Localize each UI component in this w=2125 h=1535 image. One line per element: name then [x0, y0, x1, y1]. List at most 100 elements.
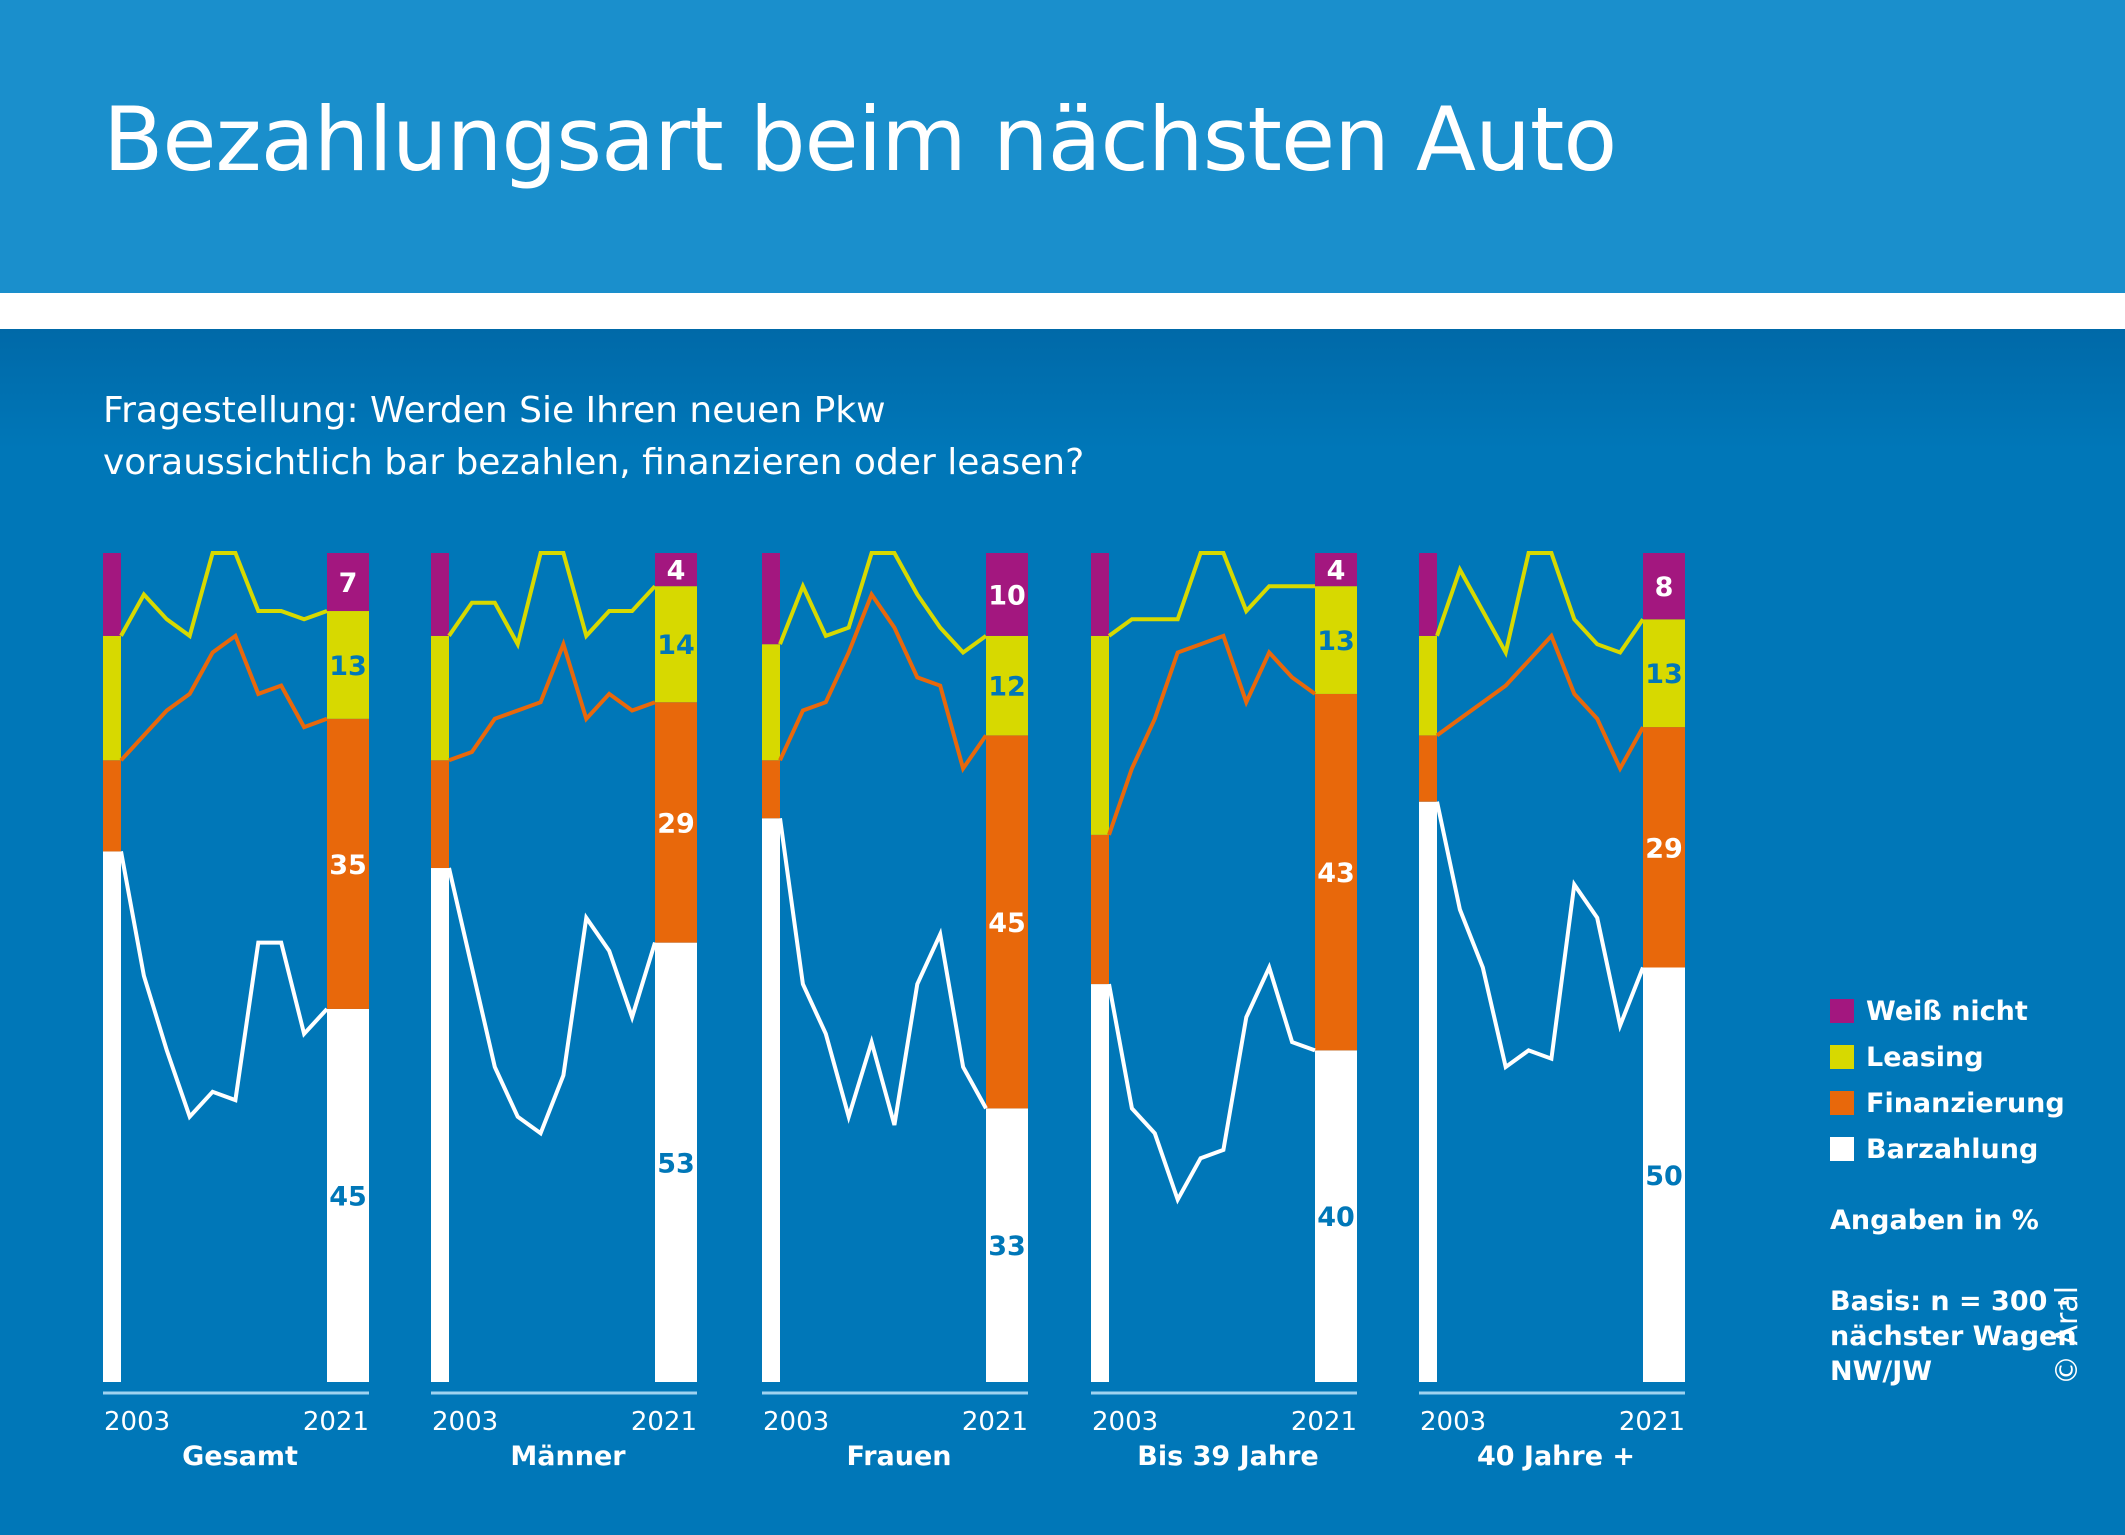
legend-swatch	[1830, 1137, 1854, 1161]
bar-2021-segment-leasing	[1315, 586, 1357, 694]
bar-2021-segment-weiss-nicht	[1643, 553, 1685, 620]
value-label-weiss-nicht: 7	[339, 568, 358, 599]
bar-2021-segment-barzahlung	[327, 1008, 369, 1382]
bar-2021-segment-barzahlung	[986, 1108, 1028, 1382]
bar-2003-segment-leasing	[1419, 635, 1437, 736]
divider-stripe	[0, 293, 2125, 329]
legend-label: Finanzierung	[1866, 1088, 2065, 1119]
bar-2021-segment-finanzierung	[655, 702, 697, 943]
basis-line-2: nächster Wagen	[1830, 1321, 2077, 1352]
bar-2021-segment-barzahlung	[655, 942, 697, 1382]
value-label-finanzierung: 43	[1317, 858, 1355, 889]
bar-2021-segment-weiss-nicht	[986, 553, 1028, 636]
value-label-leasing: 12	[988, 672, 1026, 703]
bar-2003-segment-finanzierung	[1091, 834, 1109, 985]
bar-2003-segment-barzahlung	[1419, 801, 1437, 1382]
bar-2021-segment-finanzierung	[986, 735, 1028, 1109]
bar-2003-segment-barzahlung	[1091, 984, 1109, 1382]
value-label-weiss-nicht: 4	[1327, 556, 1346, 587]
bar-2003-segment-weiss-nicht	[1419, 553, 1437, 636]
basis-line-1: Basis: n = 300 –	[1830, 1286, 2071, 1317]
value-label-barzahlung: 40	[1317, 1202, 1355, 1233]
x-tick-label-start: 2003	[1420, 1407, 1486, 1437]
line-leasing	[447, 551, 657, 650]
line-barzahlung	[447, 867, 657, 1137]
line-barzahlung	[1107, 961, 1316, 1205]
bar-2003-segment-barzahlung	[103, 851, 121, 1382]
bar-2003-segment-finanzierung	[431, 760, 449, 869]
unit-note: Angaben in %	[1830, 1205, 2039, 1236]
line-leasing	[778, 551, 988, 656]
bar-2003-segment-finanzierung	[103, 760, 121, 852]
line-finanzierung	[1107, 633, 1317, 836]
value-label-barzahlung: 50	[1645, 1161, 1683, 1192]
line-barzahlung	[778, 818, 988, 1126]
bar-2003-segment-weiss-nicht	[1091, 553, 1109, 636]
bar-2003-segment-leasing	[762, 644, 780, 761]
value-label-finanzierung: 29	[1645, 833, 1683, 864]
bar-2021-segment-leasing	[655, 586, 697, 703]
bar-2003-segment-weiss-nicht	[103, 553, 121, 636]
bar-2021-segment-barzahlung	[1643, 967, 1685, 1382]
bar-2021-segment-finanzierung	[327, 718, 369, 1009]
legend-swatch	[1830, 1091, 1854, 1115]
legend-swatch	[1830, 1045, 1854, 1069]
bar-2003-segment-leasing	[431, 635, 449, 761]
x-tick-label-end: 2021	[631, 1407, 697, 1437]
legend-swatch	[1830, 999, 1854, 1023]
group-label: Männer	[510, 1441, 626, 1472]
value-label-barzahlung: 53	[657, 1148, 695, 1179]
group-label: 40 Jahre +	[1477, 1441, 1635, 1472]
x-tick-label-end: 2021	[1619, 1407, 1685, 1437]
group-label: Bis 39 Jahre	[1137, 1441, 1318, 1472]
bar-2003-segment-barzahlung	[762, 818, 780, 1382]
legend-item-barzahlung: Barzahlung	[1830, 1134, 2038, 1165]
group-label: Frauen	[846, 1441, 951, 1472]
copyright: © Aral	[2050, 1285, 2085, 1385]
bar-2021-segment-finanzierung	[1643, 727, 1685, 968]
line-finanzierung	[119, 632, 328, 762]
line-finanzierung	[1435, 632, 1645, 773]
bar-2021-segment-weiss-nicht	[655, 553, 697, 587]
bar-2003-segment-leasing	[103, 635, 121, 761]
x-tick-label-start: 2003	[763, 1407, 829, 1437]
legend-item-leasing: Leasing	[1830, 1042, 1984, 1073]
bar-2021-segment-weiss-nicht	[327, 553, 369, 612]
line-leasing	[1107, 551, 1315, 638]
bar-2021-segment-barzahlung	[1315, 1050, 1357, 1382]
value-label-finanzierung: 35	[329, 850, 367, 881]
legend-label: Barzahlung	[1866, 1134, 2039, 1165]
x-tick-label-start: 2003	[104, 1407, 170, 1437]
bar-2021-segment-leasing	[986, 635, 1028, 736]
bar-2003-segment-finanzierung	[762, 760, 780, 819]
value-label-weiss-nicht: 10	[988, 580, 1026, 611]
header-band	[0, 0, 2125, 293]
value-label-barzahlung: 45	[329, 1181, 367, 1212]
value-label-leasing: 14	[657, 630, 695, 661]
value-label-finanzierung: 29	[657, 808, 695, 839]
x-tick-label-end: 2021	[303, 1407, 369, 1437]
value-label-leasing: 13	[329, 651, 367, 682]
line-barzahlung	[1435, 801, 1645, 1071]
value-label-finanzierung: 45	[988, 908, 1026, 939]
value-label-weiss-nicht: 8	[1655, 572, 1674, 603]
basis-note: Basis: n = 300 – nächster Wagen NW/JW	[1830, 1284, 2077, 1389]
line-finanzierung	[448, 638, 656, 763]
legend-label: Weiß nicht	[1866, 996, 2028, 1027]
question-line-2: voraussichtlich bar bezahlen, finanziere…	[103, 442, 1085, 483]
value-label-leasing: 13	[1317, 626, 1355, 657]
bar-2003-segment-finanzierung	[1419, 735, 1437, 802]
basis-line-3: NW/JW	[1830, 1356, 1933, 1387]
question-line-1: Fragestellung: Werden Sie Ihren neuen Pk…	[103, 390, 886, 431]
line-leasing	[119, 551, 328, 640]
bar-2021-segment-finanzierung	[1315, 693, 1357, 1051]
bar-2003-segment-barzahlung	[431, 868, 449, 1382]
bar-2003-segment-leasing	[1091, 635, 1109, 835]
value-label-leasing: 13	[1645, 659, 1683, 690]
bar-2003-segment-weiss-nicht	[762, 553, 780, 645]
legend-label: Leasing	[1866, 1042, 1984, 1073]
line-leasing	[1435, 551, 1645, 659]
x-tick-label-end: 2021	[1291, 1407, 1357, 1437]
x-tick-label-end: 2021	[962, 1407, 1028, 1437]
